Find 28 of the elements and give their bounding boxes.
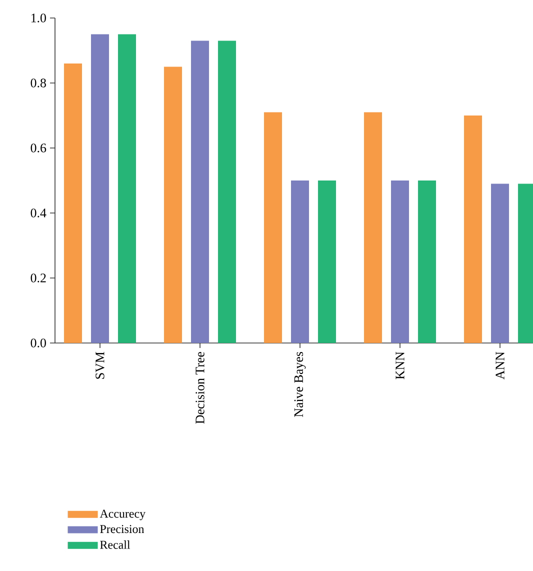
legend-label: Accurecy [100, 510, 146, 520]
bar [464, 115, 482, 343]
x-tick-label: Decision Tree [196, 352, 204, 424]
bar [218, 40, 236, 343]
bar [418, 180, 436, 343]
x-tick-label: SVM [96, 352, 104, 379]
bar [318, 180, 336, 343]
y-tick-label: 0.6 [30, 144, 46, 152]
y-tick-label: 0.8 [30, 78, 46, 88]
bar [364, 112, 382, 343]
legend-label: Precision [100, 525, 144, 534]
bar [264, 112, 282, 343]
x-tick-label: Naive Bayes [294, 352, 306, 417]
y-tick-label: 0.0 [30, 338, 46, 348]
x-tick-label: ANN [496, 352, 504, 380]
y-tick-label: 0.4 [30, 208, 46, 218]
legend-label: Recall [100, 540, 130, 549]
bar [191, 40, 210, 343]
bar [164, 66, 182, 343]
bar [391, 180, 410, 343]
y-tick-label: 0.2 [30, 274, 46, 282]
y-tick-label: 1.0 [31, 14, 46, 22]
bar [91, 34, 109, 343]
bar [64, 63, 82, 343]
bar [491, 184, 510, 343]
x-tick-label: KNN [396, 352, 404, 380]
bar [291, 180, 310, 343]
bar [118, 34, 136, 343]
